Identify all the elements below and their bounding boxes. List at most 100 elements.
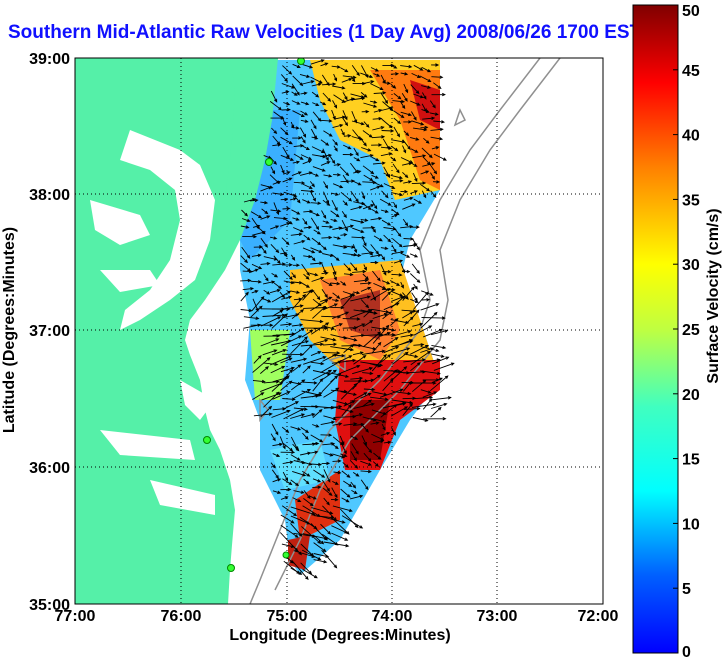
current-vector — [311, 82, 322, 87]
current-vector — [241, 246, 251, 259]
current-vector — [270, 225, 280, 230]
current-vector — [430, 190, 437, 198]
current-vector — [331, 192, 340, 196]
current-vector — [393, 259, 404, 264]
colorbar-tick-label: 10 — [682, 516, 700, 533]
current-vector — [420, 303, 440, 311]
current-vector — [260, 245, 267, 255]
current-vector — [371, 353, 387, 372]
current-vector — [383, 183, 396, 189]
current-vector — [311, 136, 319, 140]
current-vector — [289, 327, 305, 338]
current-vector — [363, 387, 376, 392]
current-vector — [392, 238, 403, 248]
current-vector — [321, 210, 327, 220]
current-vector — [302, 289, 313, 301]
current-vector — [379, 388, 404, 398]
current-vector — [341, 470, 351, 478]
current-vector — [382, 311, 393, 320]
current-vector — [382, 378, 394, 392]
current-vector — [400, 111, 413, 117]
current-vector — [342, 152, 354, 157]
current-vector — [431, 63, 440, 67]
current-vector — [271, 290, 292, 303]
current-vector — [370, 417, 387, 424]
current-vector — [430, 136, 444, 141]
current-vector — [271, 127, 278, 135]
station-marker — [297, 58, 305, 65]
current-vector — [312, 111, 322, 122]
current-vector — [380, 431, 391, 436]
current-vector — [402, 286, 415, 301]
current-vector — [320, 153, 333, 158]
current-vector — [403, 83, 409, 94]
current-vector — [291, 340, 310, 347]
current-vector — [330, 218, 338, 223]
current-vector — [361, 424, 369, 433]
current-vector — [270, 116, 285, 120]
current-vector — [263, 274, 269, 282]
current-vector — [320, 244, 327, 251]
current-vector — [349, 494, 364, 500]
current-vector — [361, 80, 375, 85]
colorbar-gradient — [632, 4, 679, 654]
current-vector — [340, 391, 358, 396]
current-vector — [410, 350, 431, 366]
current-vector — [240, 308, 253, 313]
current-vector — [362, 165, 375, 175]
current-vector — [410, 190, 418, 194]
current-vector — [270, 90, 278, 103]
current-vector — [393, 179, 404, 183]
current-vector — [363, 331, 382, 348]
current-vector — [409, 253, 419, 258]
current-vector — [331, 254, 340, 262]
current-vector — [299, 127, 307, 138]
current-vector — [382, 81, 391, 85]
current-vector — [283, 217, 293, 225]
current-vector — [300, 413, 316, 419]
current-vector — [400, 252, 411, 258]
current-vector — [293, 144, 305, 148]
current-vector — [282, 460, 294, 465]
current-vector — [393, 201, 398, 209]
current-vector — [290, 454, 301, 461]
current-vector — [280, 251, 288, 255]
current-vector — [381, 423, 386, 431]
current-vector — [320, 516, 346, 524]
current-vector — [330, 281, 341, 286]
colorbar-tick-label: 20 — [682, 387, 700, 404]
current-vector — [390, 83, 397, 89]
current-vector — [361, 237, 367, 247]
current-vector — [433, 82, 442, 90]
current-vector — [300, 91, 308, 95]
current-vector — [251, 296, 265, 311]
current-vector — [242, 287, 255, 291]
current-vector — [360, 281, 372, 285]
current-vector — [430, 172, 435, 180]
current-vector — [372, 439, 385, 443]
current-vector — [313, 515, 335, 520]
current-vector — [389, 280, 401, 286]
current-vector — [283, 408, 305, 420]
current-vector — [390, 295, 406, 309]
current-vector — [370, 83, 384, 91]
current-vector — [380, 209, 389, 213]
current-vector — [322, 280, 333, 287]
current-vector — [321, 225, 334, 229]
current-vector — [320, 369, 337, 382]
current-vector — [402, 402, 413, 416]
current-vector — [371, 135, 386, 139]
current-vector — [372, 324, 390, 344]
current-vector — [242, 234, 258, 239]
current-vector — [360, 392, 372, 399]
current-vector — [431, 92, 446, 97]
current-vector — [292, 75, 304, 87]
current-vector — [280, 322, 293, 326]
current-vector — [280, 197, 289, 202]
current-vector — [383, 172, 391, 176]
current-vector — [280, 450, 296, 455]
current-vector — [360, 154, 374, 159]
current-vector — [433, 153, 447, 161]
current-vector — [332, 272, 337, 281]
current-vector — [313, 559, 328, 564]
